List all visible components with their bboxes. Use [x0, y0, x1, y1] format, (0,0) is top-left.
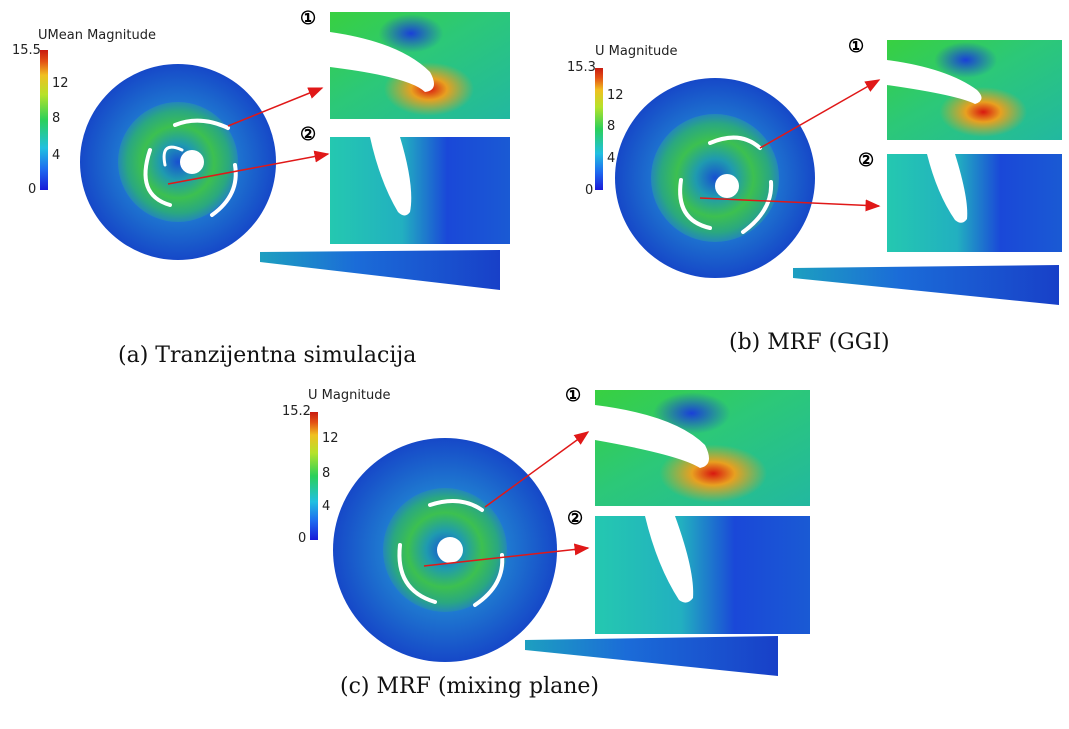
colorbar-tick: 0: [298, 531, 307, 546]
colorbar-tick: 4: [322, 499, 331, 514]
colorbar: [40, 50, 48, 190]
panel-a: UMean Magnitude 15.5 12 8 4 0 ① ② (a) Tr…: [0, 0, 520, 370]
colorbar: [595, 68, 603, 190]
colorbar-max: 15.2: [282, 404, 311, 419]
zoom-view-2: [887, 154, 1062, 252]
pump-contour: [333, 431, 778, 676]
colorbar-tick: 12: [322, 431, 339, 446]
marker-2: ②: [567, 508, 584, 529]
colorbar-tick: 12: [607, 88, 624, 103]
colorbar-max: 15.3: [567, 60, 596, 75]
pump-contour: [80, 64, 500, 290]
colorbar-title: UMean Magnitude: [38, 28, 156, 43]
colorbar: [310, 412, 318, 540]
pump-contour: [615, 78, 1059, 305]
colorbar-tick: 0: [28, 182, 37, 197]
marker-1: ①: [300, 8, 317, 29]
colorbar-tick: 8: [52, 111, 61, 126]
colorbar-title: U Magnitude: [308, 388, 391, 403]
colorbar-tick: 8: [607, 119, 616, 134]
caption-a: (a) Tranzijentna simulacija: [118, 343, 417, 368]
zoom-view-2: [330, 137, 510, 244]
marker-1: ①: [848, 36, 865, 57]
zoom-view-2: [595, 516, 810, 634]
marker-2: ②: [858, 150, 875, 171]
zoom-view-1: [887, 40, 1062, 140]
caption-b: (b) MRF (GGI): [729, 330, 890, 355]
zoom-view-1: [330, 12, 510, 119]
colorbar-tick: 4: [52, 148, 61, 163]
colorbar-title: U Magnitude: [595, 44, 678, 59]
colorbar-tick: 0: [585, 183, 594, 198]
colorbar-tick: 12: [52, 76, 69, 91]
marker-1: ①: [565, 385, 582, 406]
colorbar-tick: 8: [322, 466, 331, 481]
panel-c: U Magnitude 15.2 12 8 4 0 ① ② (c) MRF (m…: [270, 380, 830, 729]
colorbar-max: 15.5: [12, 43, 41, 58]
colorbar-tick: 4: [607, 151, 616, 166]
marker-2: ②: [300, 124, 317, 145]
caption-c: (c) MRF (mixing plane): [340, 674, 600, 699]
zoom-view-1: [595, 390, 810, 506]
panel-b: U Magnitude 15.3 12 8 4 0 ① ② (b) MRF (G…: [545, 0, 1069, 370]
